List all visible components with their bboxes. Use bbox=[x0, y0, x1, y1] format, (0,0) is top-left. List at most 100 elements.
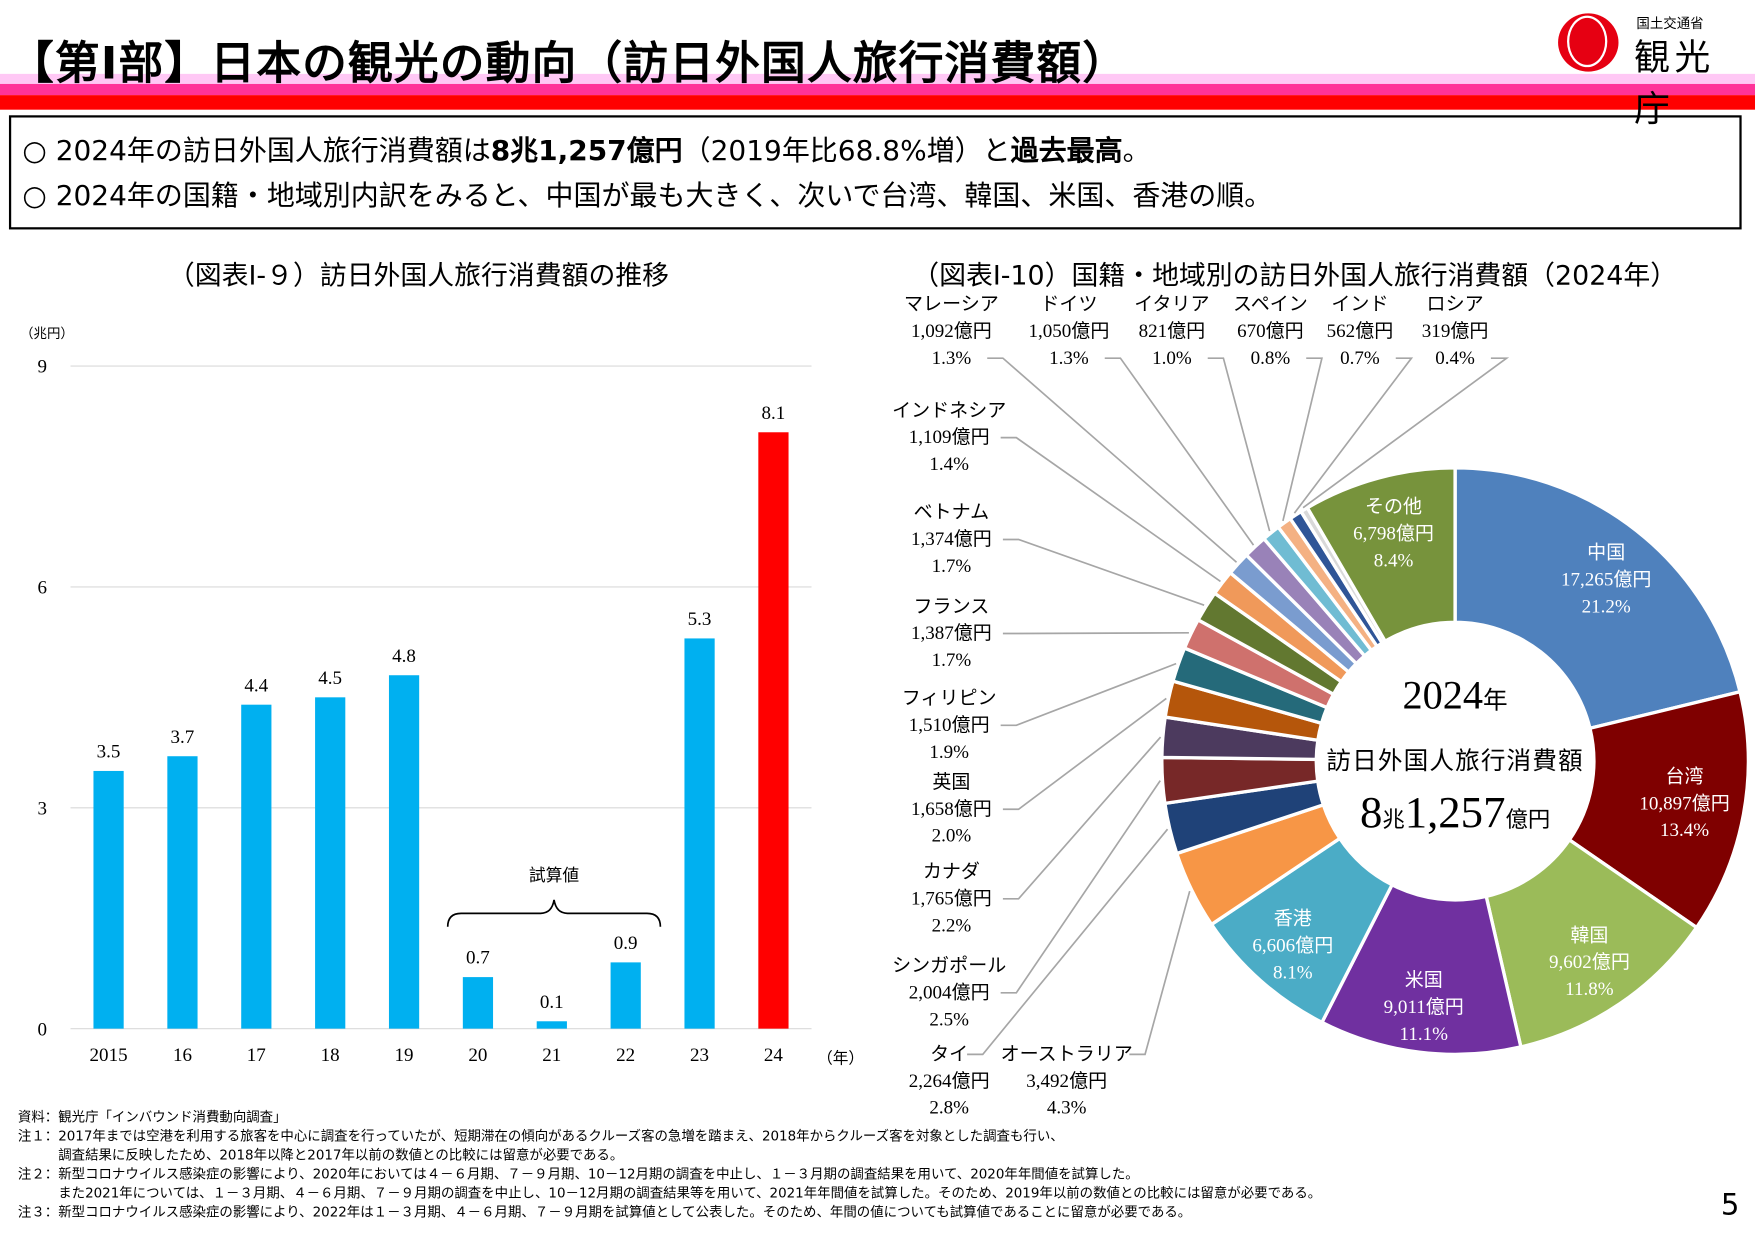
total-cho: 8 bbox=[1359, 786, 1383, 838]
header-stripe-pink bbox=[0, 83, 1755, 96]
pie-slice-label: 台湾 10,897億円 13.4% bbox=[1617, 763, 1751, 844]
bar bbox=[93, 770, 124, 1029]
slice-label-value: 1,109億円 bbox=[908, 426, 990, 448]
slice-label-pct-label: 2.0% bbox=[931, 824, 972, 847]
slice-label-name: インドネシア bbox=[892, 399, 1007, 421]
pie-slice-label: オーストラリア 3,492億円 4.3% bbox=[1000, 1041, 1134, 1122]
slice-label-name: カナダ bbox=[922, 860, 980, 883]
slice-label-name: インド bbox=[1331, 293, 1389, 315]
slice-label-name: ロシア bbox=[1426, 293, 1484, 315]
summary-line-2: ○ 2024年の国籍・地域別内訳をみると、中国が最も大きく、次いで台湾、韓国、米… bbox=[22, 179, 1273, 212]
leader-line bbox=[1002, 631, 1189, 635]
pie-slice-label: カナダ 1,765億円 2.2% bbox=[884, 859, 1018, 940]
slice-label-value: 1,387億円 bbox=[910, 622, 992, 644]
slice-label-name: その他 bbox=[1364, 495, 1423, 518]
summary-box: ○ 2024年の訪日外国人旅行消費額は8兆1,257億円（2019年比68.8%… bbox=[8, 115, 1742, 230]
slice-label-pct-label: 1.3% bbox=[931, 346, 972, 369]
footnote: 調査結果に反映したため、2018年以降と2017年以前の数値との比較には留意が必… bbox=[17, 1147, 624, 1163]
slice-label-value: 1,510億円 bbox=[908, 714, 990, 736]
leader-line bbox=[1000, 780, 1161, 994]
pie-slice-label: スペイン 670億円 0.8% bbox=[1203, 291, 1337, 372]
slice-label-name: イタリア bbox=[1134, 293, 1210, 315]
footnote: 注３：新型コロナウイルス感染症の影響により、2022年は１－３月期、４－６月期、… bbox=[17, 1204, 1192, 1221]
summary-text: ○ 2024年の訪日外国人旅行消費額は bbox=[22, 134, 491, 167]
slice-label-value: 670億円 bbox=[1237, 320, 1304, 342]
slice-label-pct-label: 2.2% bbox=[931, 914, 972, 936]
bar-data-label: 4.4 bbox=[244, 675, 268, 696]
pie-slice bbox=[1567, 689, 1751, 930]
leader-line bbox=[1002, 538, 1205, 606]
slice-label-pct-label: 2.8% bbox=[929, 1096, 969, 1119]
footnote: 資料：観光庁「インバウンド消費動向調査」 bbox=[17, 1109, 287, 1125]
slice-label-value: 1,092億円 bbox=[910, 320, 992, 342]
page-title: 【第Ⅰ部】日本の観光の動向（訪日外国人旅行消費額） bbox=[8, 38, 1129, 90]
slice-label-value: 2,264億円 bbox=[908, 1070, 990, 1092]
leader-line bbox=[1129, 890, 1191, 1056]
pie-slice-label: その他 6,798億円 8.4% bbox=[1326, 494, 1460, 575]
pie-slice-label: 韓国 9,602億円 11.8% bbox=[1522, 922, 1656, 1003]
slice-label-pct-label: 11.1% bbox=[1399, 1023, 1448, 1045]
pie-slice-label: フランス 1,387億円 1.7% bbox=[884, 593, 1018, 674]
slice-label-name: ベトナム bbox=[913, 501, 990, 523]
pie-chart-title: （図表Ⅰ-10）国籍・地域別の訪日外国人旅行消費額（2024年） bbox=[912, 259, 1678, 292]
slice-label-value: 1,765億円 bbox=[910, 887, 992, 909]
total-cho-unit: 兆 bbox=[1382, 808, 1405, 833]
footnote: また2021年については、１－３月期、４－６月期、７－９月期の調査を中止し、10… bbox=[17, 1185, 1322, 1202]
logo-ministry: 国土交通省 bbox=[1636, 15, 1704, 32]
slice-label-pct-label: 1.7% bbox=[931, 555, 972, 577]
slice-label-value: 562億円 bbox=[1326, 320, 1394, 342]
slice-label-pct-label: 4.3% bbox=[1046, 1096, 1087, 1119]
leader-line bbox=[1104, 357, 1255, 546]
y-tick-label: 6 bbox=[37, 578, 47, 599]
slice-label-name: フィリピン bbox=[901, 687, 997, 709]
x-tick-label: 24 bbox=[764, 1045, 784, 1066]
bar-data-label: 8.1 bbox=[762, 403, 786, 424]
slice-label-name: スペイン bbox=[1233, 293, 1308, 315]
leader-line bbox=[1293, 357, 1414, 514]
leader-line bbox=[1000, 662, 1177, 727]
center-year-unit: 年 bbox=[1483, 686, 1508, 715]
footnote: 注１：2017年までは空港を利用する旅客を中心に調査を行っていたが、短期滞在の傾… bbox=[17, 1128, 1064, 1144]
leader-line bbox=[1000, 436, 1221, 583]
logo-name: 観光庁 bbox=[1634, 35, 1715, 130]
pie-slice-label: マレーシア 1,092億円 1.3% bbox=[884, 291, 1018, 372]
pie-slice bbox=[1305, 466, 1457, 644]
bar-chart-title: （図表Ⅰ-９）訪日外国人旅行消費額の推移 bbox=[167, 259, 670, 292]
pie-chart bbox=[967, 357, 1751, 1057]
footnote: 注２：新型コロナウイルス感染症の影響により、2020年においては４－６月期、７－… bbox=[17, 1166, 1139, 1182]
slice-label-pct-label: 11.8% bbox=[1565, 978, 1614, 1000]
header-stripe-red bbox=[0, 95, 1755, 110]
slice-label-value: 2,004億円 bbox=[908, 981, 990, 1003]
logo: 国土交通省 観光庁 bbox=[1551, 7, 1752, 130]
bar bbox=[758, 432, 789, 1029]
slice-label-value: 821億円 bbox=[1138, 320, 1206, 342]
pie-slice-label: フィリピン 1,510億円 1.9% bbox=[882, 685, 1016, 766]
leader-line bbox=[1282, 357, 1323, 522]
slice-label-name: 台湾 bbox=[1665, 765, 1704, 787]
slice-label-value: 1,374億円 bbox=[910, 528, 992, 550]
bar-data-label: 3.5 bbox=[97, 742, 121, 763]
slice-label-name: ドイツ bbox=[1040, 293, 1098, 315]
slice-label-value: 1,050億円 bbox=[1028, 320, 1110, 342]
bar-data-label: 0.1 bbox=[540, 992, 564, 1013]
header-stripe-light bbox=[0, 73, 1755, 84]
slice-label-name: 英国 bbox=[932, 771, 971, 793]
pie-slice-label: 米国 9,011億円 11.1% bbox=[1357, 967, 1491, 1048]
slice-label-value: 6,798億円 bbox=[1353, 522, 1434, 544]
total-oku: 1,257 bbox=[1404, 786, 1506, 838]
pie-slice-label: ベトナム 1,374億円 1.7% bbox=[884, 499, 1018, 580]
slice-label-pct-label: 0.8% bbox=[1250, 346, 1291, 369]
slice-label-name: 香港 bbox=[1273, 907, 1312, 930]
slice-label-name: 中国 bbox=[1587, 541, 1626, 564]
bar bbox=[167, 756, 198, 1029]
estimate-bracket bbox=[446, 899, 662, 927]
bar-data-label: 3.7 bbox=[171, 727, 195, 748]
slice-label-name: タイ bbox=[930, 1043, 969, 1065]
slice-label-pct-label: 8.4% bbox=[1373, 549, 1414, 571]
pie-slice-label: シンガポール 2,004億円 2.5% bbox=[882, 953, 1016, 1034]
pie-slice-label: インド 562億円 0.7% bbox=[1293, 291, 1427, 372]
pie-slice-label: 英国 1,658億円 2.0% bbox=[884, 769, 1018, 850]
donut-center-total: 8兆1,257億円 bbox=[1310, 786, 1601, 839]
x-tick-label: 16 bbox=[173, 1045, 192, 1066]
bar-data-label: 4.5 bbox=[318, 668, 342, 689]
